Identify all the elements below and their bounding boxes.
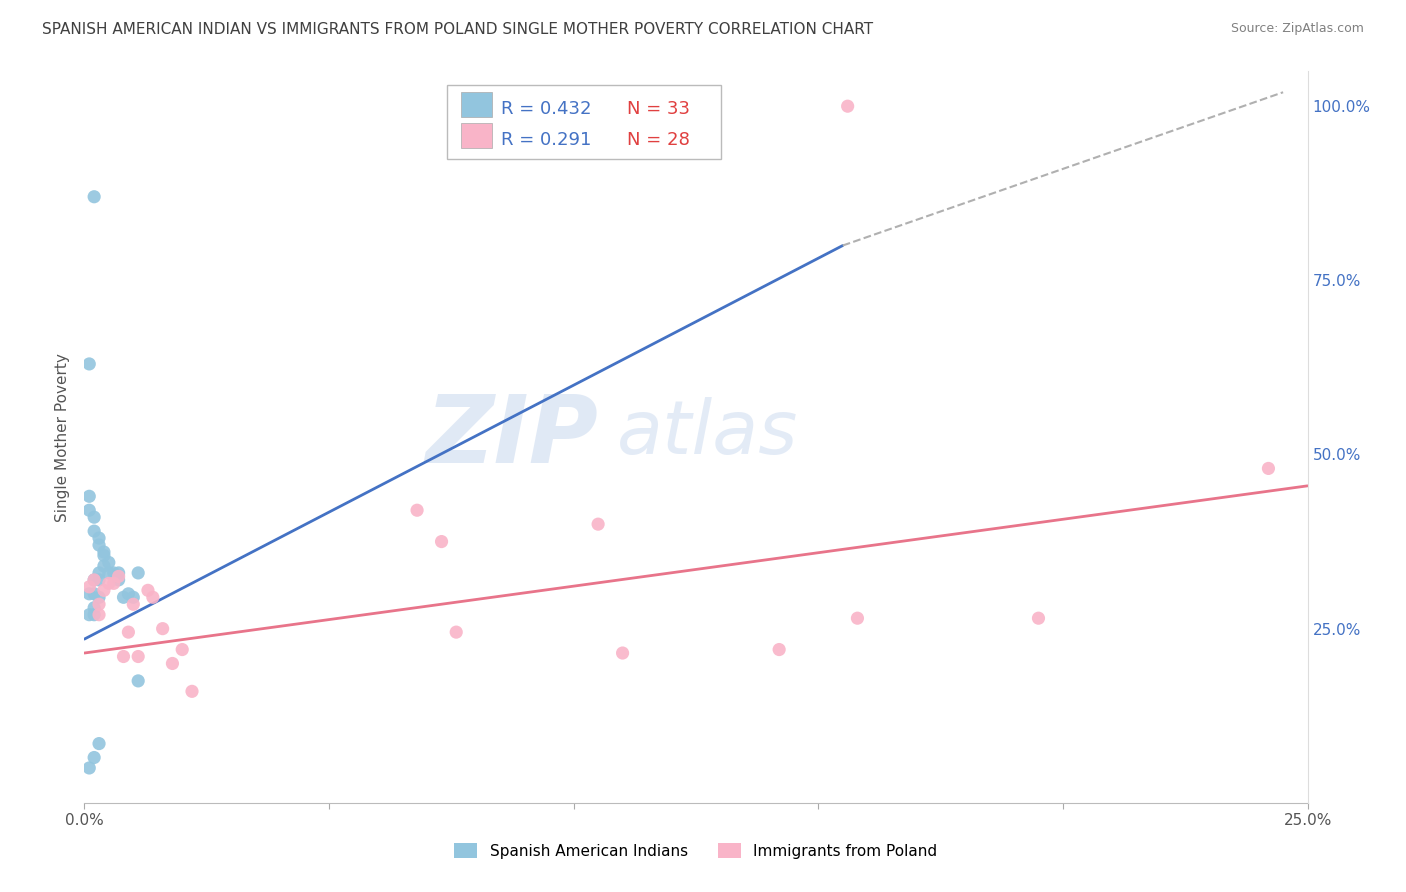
- Point: [93, 549, 115, 563]
- Point: [93, 558, 115, 573]
- Point: [127, 566, 149, 580]
- Point: [87, 607, 110, 622]
- Point: [87, 591, 110, 605]
- Point: [83, 190, 105, 204]
- Point: [152, 622, 174, 636]
- Point: [77, 761, 100, 775]
- Point: [83, 607, 105, 622]
- Point: [107, 573, 129, 587]
- Point: [172, 642, 194, 657]
- Text: N = 28: N = 28: [627, 131, 690, 149]
- Point: [87, 538, 110, 552]
- Point: [103, 576, 125, 591]
- Point: [93, 583, 115, 598]
- Point: [586, 517, 609, 532]
- Point: [77, 489, 100, 503]
- Point: [122, 591, 145, 605]
- Point: [77, 357, 100, 371]
- Point: [83, 510, 105, 524]
- Point: [406, 503, 429, 517]
- Point: [768, 642, 790, 657]
- Point: [136, 583, 159, 598]
- Point: [430, 534, 453, 549]
- Point: [87, 531, 110, 545]
- Point: [83, 600, 105, 615]
- Point: [107, 566, 129, 580]
- Point: [181, 684, 204, 698]
- Point: [87, 573, 110, 587]
- Point: [83, 573, 105, 587]
- Point: [83, 573, 105, 587]
- Point: [93, 545, 115, 559]
- Y-axis label: Single Mother Poverty: Single Mother Poverty: [55, 352, 70, 522]
- Point: [77, 503, 100, 517]
- Point: [837, 99, 859, 113]
- Point: [77, 580, 100, 594]
- Point: [112, 591, 135, 605]
- Point: [103, 566, 125, 580]
- Text: ZIP: ZIP: [425, 391, 598, 483]
- Text: Source: ZipAtlas.com: Source: ZipAtlas.com: [1230, 22, 1364, 36]
- Point: [117, 625, 139, 640]
- Point: [97, 576, 120, 591]
- Point: [1257, 461, 1279, 475]
- Point: [77, 587, 100, 601]
- Point: [122, 597, 145, 611]
- Point: [107, 569, 129, 583]
- Point: [444, 625, 467, 640]
- Text: SPANISH AMERICAN INDIAN VS IMMIGRANTS FROM POLAND SINGLE MOTHER POVERTY CORRELAT: SPANISH AMERICAN INDIAN VS IMMIGRANTS FR…: [42, 22, 873, 37]
- Text: R = 0.432: R = 0.432: [501, 100, 591, 118]
- Point: [162, 657, 184, 671]
- Point: [127, 673, 149, 688]
- Point: [87, 566, 110, 580]
- Point: [127, 649, 149, 664]
- Point: [112, 649, 135, 664]
- Point: [83, 587, 105, 601]
- Point: [1028, 611, 1050, 625]
- Text: N = 33: N = 33: [627, 100, 690, 118]
- Point: [97, 566, 120, 580]
- Point: [87, 597, 110, 611]
- Text: R = 0.291: R = 0.291: [501, 131, 591, 149]
- Point: [142, 591, 165, 605]
- Point: [87, 737, 110, 751]
- Point: [612, 646, 634, 660]
- Text: atlas: atlas: [616, 398, 797, 469]
- Point: [77, 607, 100, 622]
- Point: [97, 556, 120, 570]
- Point: [83, 750, 105, 764]
- Legend: Spanish American Indians, Immigrants from Poland: Spanish American Indians, Immigrants fro…: [449, 837, 943, 864]
- Point: [846, 611, 869, 625]
- Point: [83, 524, 105, 538]
- Point: [117, 587, 139, 601]
